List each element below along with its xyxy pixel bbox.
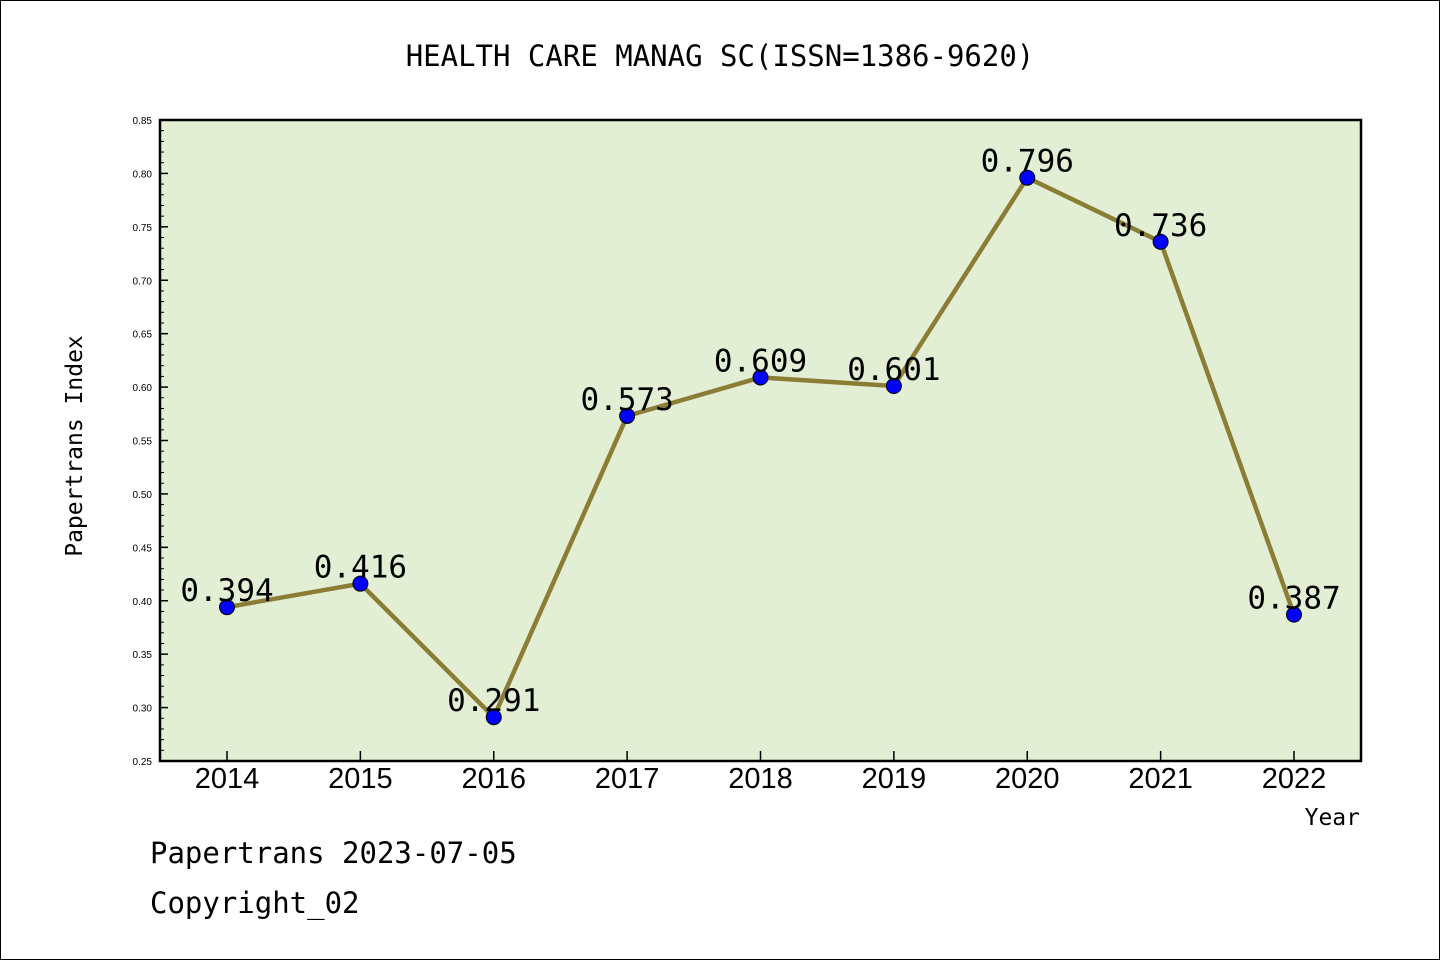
y-axis: 0.25 0.30 0.35 0.40 0.45 0.50 0.55 0.60 0.65 0.70… — [133, 116, 168, 768]
y-tick-label: 0.30 — [133, 704, 153, 715]
data-label: 0.573 — [580, 382, 673, 418]
y-axis-label: Papertrans Index — [62, 335, 88, 557]
x-tick-label: 2020 — [995, 763, 1060, 795]
x-axis: 2014 2015 2016 2017 2018 2019 2020 2021 2022 — [195, 751, 1327, 795]
data-point-marker — [352, 575, 369, 592]
y-tick-label: 0.25 — [133, 757, 153, 768]
data-point-marker — [485, 709, 502, 726]
data-label: 0.416 — [314, 550, 407, 586]
y-tick-label: 0.35 — [133, 650, 153, 661]
x-tick-label: 2021 — [1128, 763, 1193, 795]
data-label: 0.796 — [981, 144, 1074, 180]
x-tick-label: 2019 — [862, 763, 927, 795]
data-point-marker — [219, 599, 235, 616]
y-tick-label: 0.45 — [133, 543, 153, 554]
y-tick-label: 0.75 — [133, 223, 153, 234]
data-point-marker — [1152, 233, 1169, 250]
footer-copyright: Copyright_02 — [150, 886, 360, 920]
x-tick-label: 2017 — [595, 763, 660, 795]
data-label: 0.291 — [447, 683, 540, 719]
chart-title: HEALTH CARE MANAG SC(ISSN=1386-9620) — [406, 39, 1035, 73]
x-tick-label: 2018 — [728, 763, 793, 795]
data-label: 0.387 — [1247, 581, 1340, 617]
data-label: 0.601 — [847, 352, 940, 388]
x-tick-label: 2015 — [328, 763, 393, 795]
data-point-marker — [752, 369, 769, 386]
x-tick-label: 2022 — [1262, 763, 1327, 795]
data-point-marker — [1286, 606, 1302, 623]
data-point-marker — [885, 378, 902, 395]
data-label: 0.736 — [1114, 208, 1207, 244]
y-tick-label: 0.40 — [133, 597, 153, 608]
data-label: 0.609 — [714, 343, 807, 379]
y-tick-label: 0.55 — [133, 437, 153, 448]
data-label: 0.394 — [180, 573, 273, 609]
y-tick-label: 0.70 — [133, 276, 153, 287]
data-point-marker — [1019, 169, 1036, 186]
data-point-marker — [619, 407, 636, 424]
y-tick-label: 0.85 — [133, 116, 153, 127]
series-line-group — [219, 169, 1302, 726]
y-tick-label: 0.80 — [133, 169, 153, 180]
data-label-group: 0.394 0.416 0.291 0.573 0.609 0.601 0.796 0.736… — [180, 144, 1340, 720]
y-tick-label: 0.65 — [133, 330, 153, 341]
x-tick-label: 2016 — [461, 763, 526, 795]
y-tick-label: 0.60 — [133, 383, 153, 394]
plot-area — [158, 118, 1363, 763]
y-tick-label: 0.50 — [133, 490, 153, 501]
x-tick-label: 2014 — [195, 763, 260, 795]
footer-date: Papertrans 2023-07-05 — [150, 836, 517, 870]
x-axis-label: Year — [1305, 805, 1360, 831]
